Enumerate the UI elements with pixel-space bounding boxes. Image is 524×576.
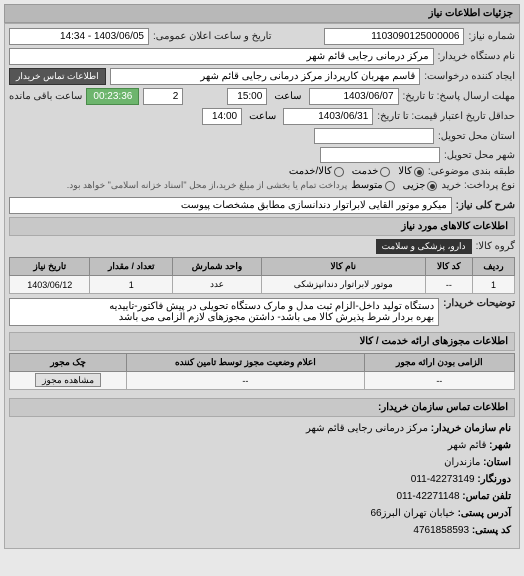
remaining-time-box: 00:23:36	[86, 88, 139, 105]
goods-col-header: تعداد / مقدار	[90, 258, 173, 276]
field-delivery-city	[320, 147, 440, 163]
v-fax: 42271148-011	[396, 491, 459, 502]
contact-info-list: نام سازمان خریدار: مرکز درمانی رجایی قائ…	[9, 417, 515, 544]
radio-cash[interactable]: متوسط	[351, 180, 394, 191]
field-buyer-device: مرکز درمانی رجایی قائم شهر	[9, 48, 434, 65]
field-valid-date: 1403/06/31	[283, 108, 373, 125]
k-addr: آدرس پستی:	[458, 508, 511, 519]
k-state: استان:	[483, 457, 511, 468]
label-ann-datetime: تاریخ و ساعت اعلان عمومی:	[153, 31, 272, 42]
goods-col-header: واحد شمارش	[173, 258, 262, 276]
v-state: مازندران	[444, 457, 480, 468]
field-ann-datetime: 1403/06/05 - 14:34	[9, 28, 149, 45]
goods-col-header: نام کالا	[261, 258, 425, 276]
radio-dot-icon	[380, 167, 390, 177]
field-main-desc: میکرو موتور القایی لابراتوار دندانسازی م…	[9, 197, 452, 214]
goods-group-value: دارو، پزشکی و سلامت	[376, 239, 472, 254]
label-hour-2: ساعت	[246, 111, 279, 122]
label-main-desc: شرح کلی نیاز:	[456, 200, 515, 211]
goods-col-header: ردیف	[473, 258, 515, 276]
radio-dot-icon	[427, 181, 437, 191]
permits-col-header: چک مجور	[10, 354, 127, 372]
label-payment-type: نوع پرداخت: خرید	[441, 180, 515, 191]
field-deadline-hour: 15:00	[227, 88, 267, 105]
v-pc: 4761858593	[413, 525, 469, 536]
label-deadline: مهلت ارسال پاسخ: تا تاریخ:	[403, 91, 515, 102]
label-valid-until: حداقل تاریخ اعتبار قیمت: تا تاریخ:	[377, 111, 515, 122]
table-row: 1--موتور لابراتوار دندانپزشکیعدد11403/06…	[10, 276, 515, 294]
details-panel: شماره نیاز: 1103090125000006 تاریخ و ساع…	[4, 23, 520, 549]
k-pc: کد پستی:	[472, 525, 511, 536]
field-req-number: 1103090125000006	[324, 28, 464, 45]
sub-header-contact: اطلاعات تماس سازمان خریدار:	[9, 398, 515, 417]
permits-table: الزامی بودن ارائه مجوراعلام وضعیت مجوز ت…	[9, 353, 515, 390]
label-buyer-device: نام دستگاه خریدار:	[438, 51, 515, 62]
main-container: جزئیات اطلاعات نیاز شماره نیاز: 11030901…	[0, 0, 524, 557]
section-header-details: جزئیات اطلاعات نیاز	[4, 4, 520, 23]
k-org: نام سازمان خریدار:	[431, 423, 511, 434]
sub-header-goods: اطلاعات کالاهای مورد نیاز	[9, 217, 515, 236]
label-delivery-state: استان محل تحویل:	[438, 131, 515, 142]
radio-dot-icon	[414, 167, 424, 177]
k-phone: دورنگار:	[477, 474, 511, 485]
radio-both[interactable]: کالا/خدمت	[289, 166, 344, 177]
field-buyer-notes: دستگاه تولید داخل-الزام ثبت مدل و مارک د…	[9, 298, 439, 326]
label-hour-1: ساعت	[271, 91, 304, 102]
label-requester: ایجاد کننده درخواست:	[424, 71, 515, 82]
goods-col-header: تاریخ نیاز	[10, 258, 90, 276]
goods-col-header: کد کالا	[425, 258, 472, 276]
label-goods-group: گروه کالا:	[476, 241, 515, 252]
subject-radio-group: کالا خدمت کالا/خدمت	[289, 166, 424, 177]
contact-info-button[interactable]: اطلاعات تماس خریدار	[9, 68, 106, 85]
field-delivery-state	[314, 128, 434, 144]
payment-note: پرداخت تمام یا بخشی از مبلغ خرید،از محل …	[67, 180, 347, 191]
label-delivery-city: شهر محل تحویل:	[444, 150, 515, 161]
field-valid-hour: 14:00	[202, 108, 242, 125]
sub-header-permits: اطلاعات مجوزهای ارائه خدمت / کالا	[9, 332, 515, 351]
field-remaining-days: 2	[143, 88, 183, 105]
k-fax: تلفن تماس:	[462, 491, 511, 502]
label-buyer-notes: توضیحات خریدار:	[443, 298, 515, 309]
v-city: قائم شهر	[448, 440, 487, 451]
v-addr: خیابان تهران البرز66	[370, 508, 454, 519]
v-phone: 42273149-011	[411, 474, 475, 485]
goods-table: ردیفکد کالانام کالاواحد شمارشتعداد / مقد…	[9, 257, 515, 294]
permits-col-header: اعلام وضعیت مجوز توسط تامین کننده	[127, 354, 365, 372]
radio-dot-icon	[334, 167, 344, 177]
view-permit-button[interactable]: مشاهده مجوز	[35, 373, 101, 387]
radio-khedmat[interactable]: خدمت	[352, 166, 391, 177]
radio-dot-icon	[385, 181, 395, 191]
field-requester: قاسم مهربان کارپرداز مرکز درمانی رجایی ق…	[110, 68, 421, 85]
field-deadline-date: 1403/06/07	[309, 88, 399, 105]
radio-credit[interactable]: جزیی	[403, 180, 438, 191]
label-remaining: ساعت باقی مانده	[9, 91, 82, 102]
k-city: شهر:	[489, 440, 511, 451]
radio-kala[interactable]: کالا	[398, 166, 424, 177]
permits-col-header: الزامی بودن ارائه مجور	[364, 354, 514, 372]
label-subject-group: طبقه بندی موضوعی:	[428, 166, 515, 177]
label-req-number: شماره نیاز:	[468, 31, 515, 42]
payment-radio-group: جزیی متوسط	[351, 180, 437, 191]
table-row: ----مشاهده مجوز	[10, 372, 515, 390]
v-org: مرکز درمانی رجایی قائم شهر	[306, 423, 428, 434]
